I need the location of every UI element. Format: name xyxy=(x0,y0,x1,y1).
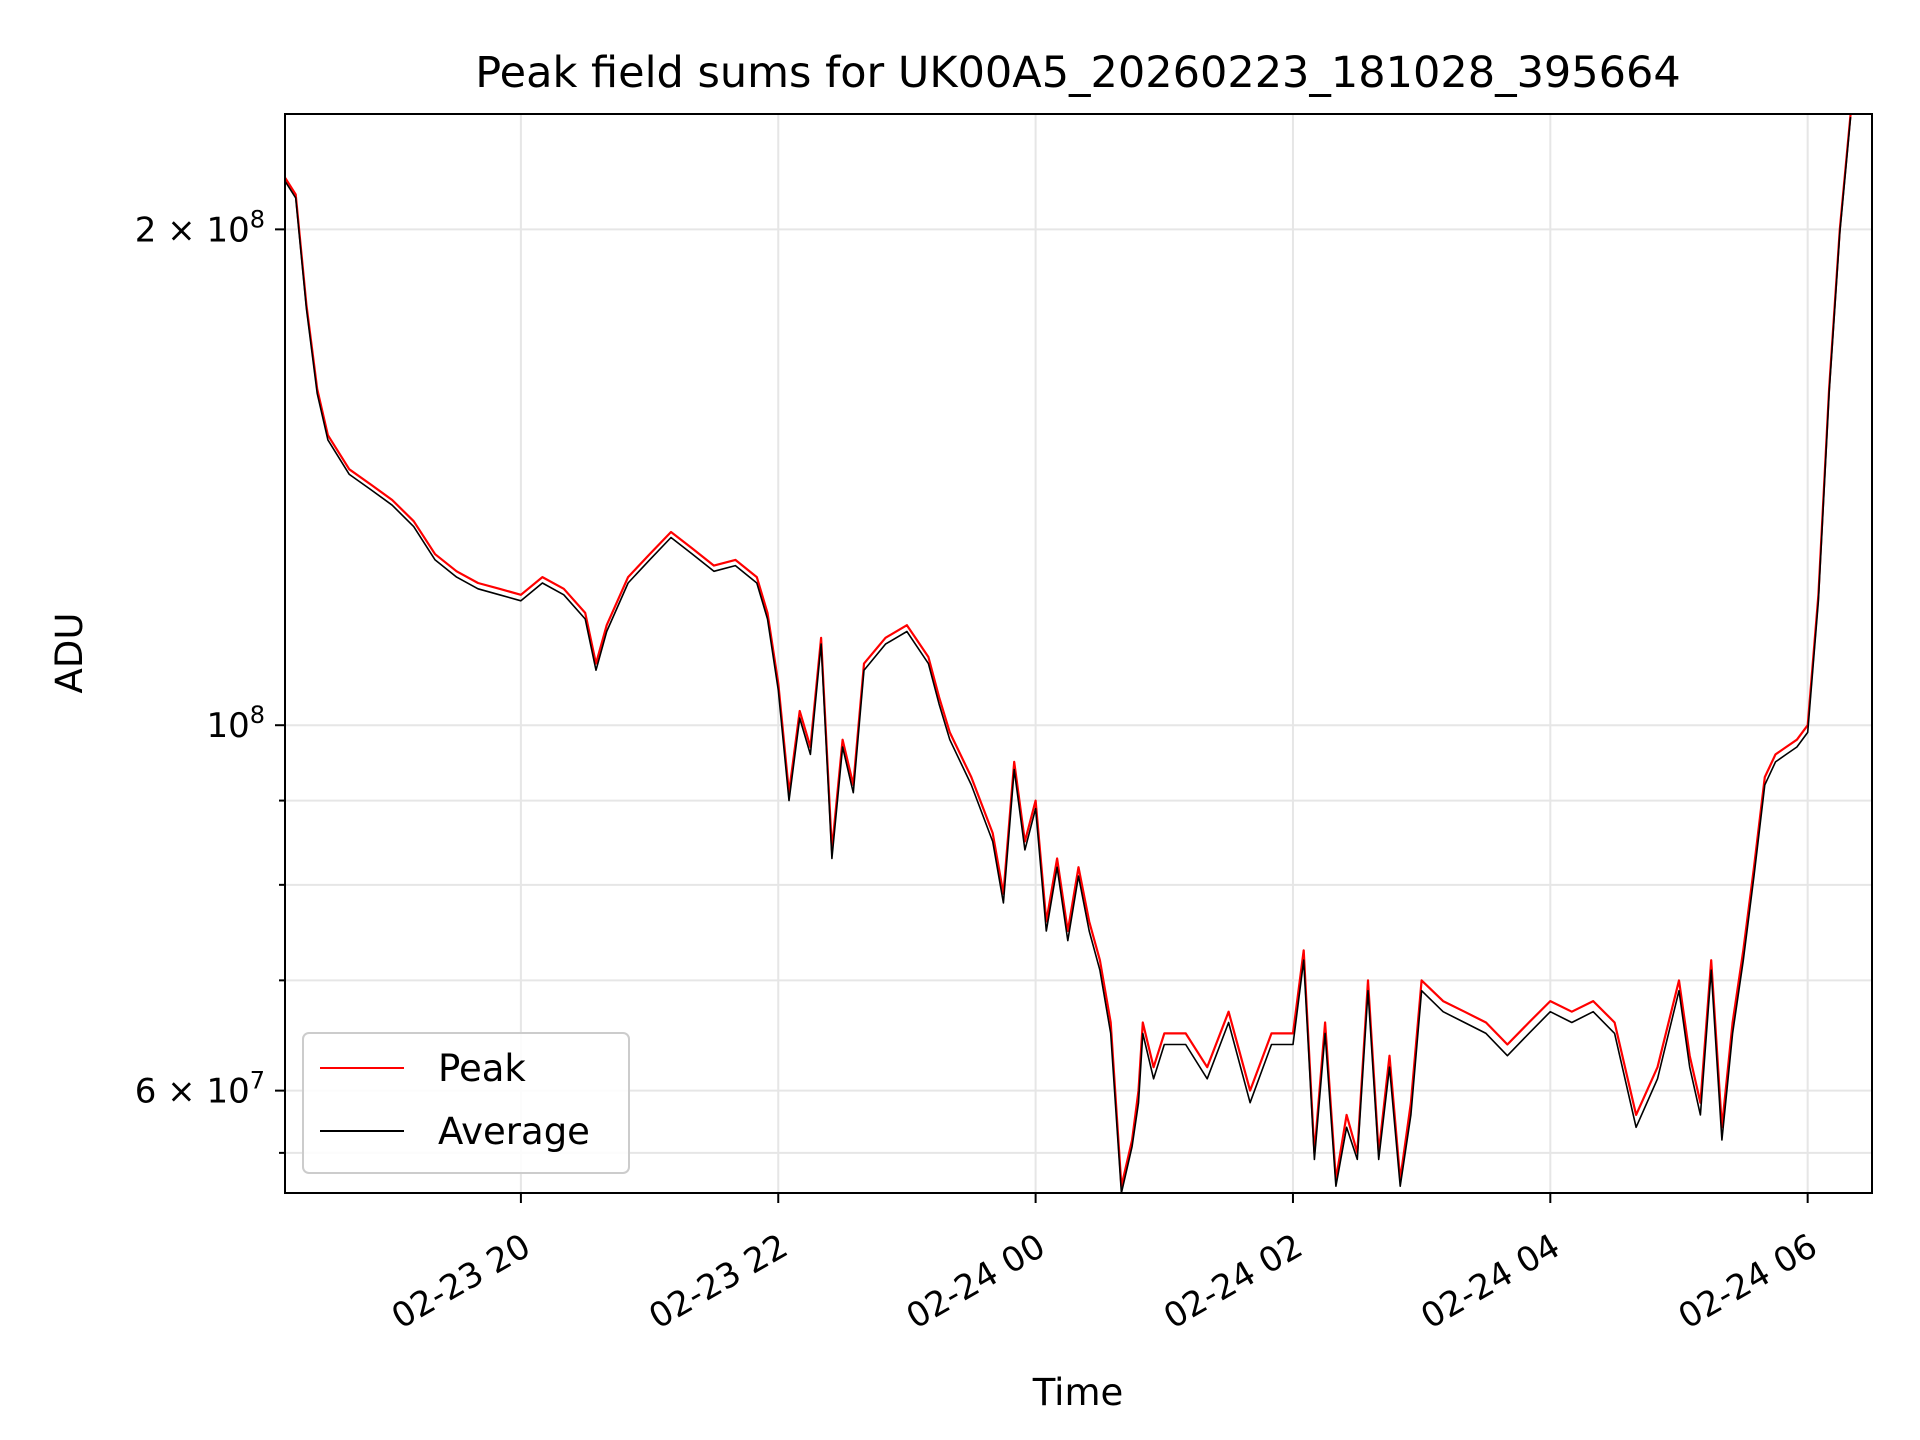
y-tick-exponent: 8 xyxy=(250,701,265,729)
y-tick-base: 10 xyxy=(206,706,249,746)
series-line-average xyxy=(285,117,1852,1193)
x-axis-label: Time xyxy=(1032,1371,1124,1414)
legend-label-peak: Peak xyxy=(438,1047,526,1090)
y-axis-label: ADU xyxy=(48,613,91,694)
chart-title: Peak field sums for UK00A5_20260223_1810… xyxy=(475,48,1680,98)
x-tick-label: 02-24 00 xyxy=(900,1226,1052,1337)
x-tick-label: 02-24 02 xyxy=(1157,1226,1309,1337)
x-tick-label: 02-23 22 xyxy=(642,1226,794,1337)
y-tick-label: 2 × 108 xyxy=(135,205,265,250)
grid-layer xyxy=(285,114,1872,1193)
y-tick-exponent: 7 xyxy=(250,1067,265,1095)
y-tick-base: 2 × 10 xyxy=(135,210,250,250)
title-group: Peak field sums for UK00A5_20260223_1810… xyxy=(475,48,1680,98)
legend-label-average: Average xyxy=(438,1110,590,1153)
y-tick-exponent: 8 xyxy=(250,205,265,233)
series-layer xyxy=(285,114,1852,1193)
x-tick-label: 02-24 04 xyxy=(1414,1226,1566,1337)
y-tick-label: 6 × 107 xyxy=(135,1067,265,1112)
y-tick-base: 6 × 10 xyxy=(135,1072,250,1112)
y-tick-label: 108 xyxy=(206,701,265,746)
series-line-peak xyxy=(285,114,1852,1188)
legend: Peak Average xyxy=(302,1032,630,1174)
x-tick-label: 02-24 06 xyxy=(1672,1226,1824,1337)
x-tick-label: 02-23 20 xyxy=(385,1226,537,1337)
plot-frame xyxy=(284,113,1873,1194)
x-axis-ticks: 02-23 20 02-23 22 02-24 00 02-24 02 02-24 04… xyxy=(385,1193,1824,1337)
